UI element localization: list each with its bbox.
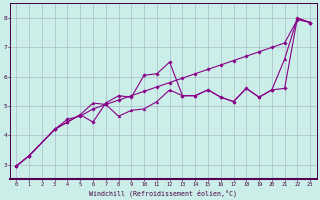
X-axis label: Windchill (Refroidissement éolien,°C): Windchill (Refroidissement éolien,°C) xyxy=(89,189,237,197)
